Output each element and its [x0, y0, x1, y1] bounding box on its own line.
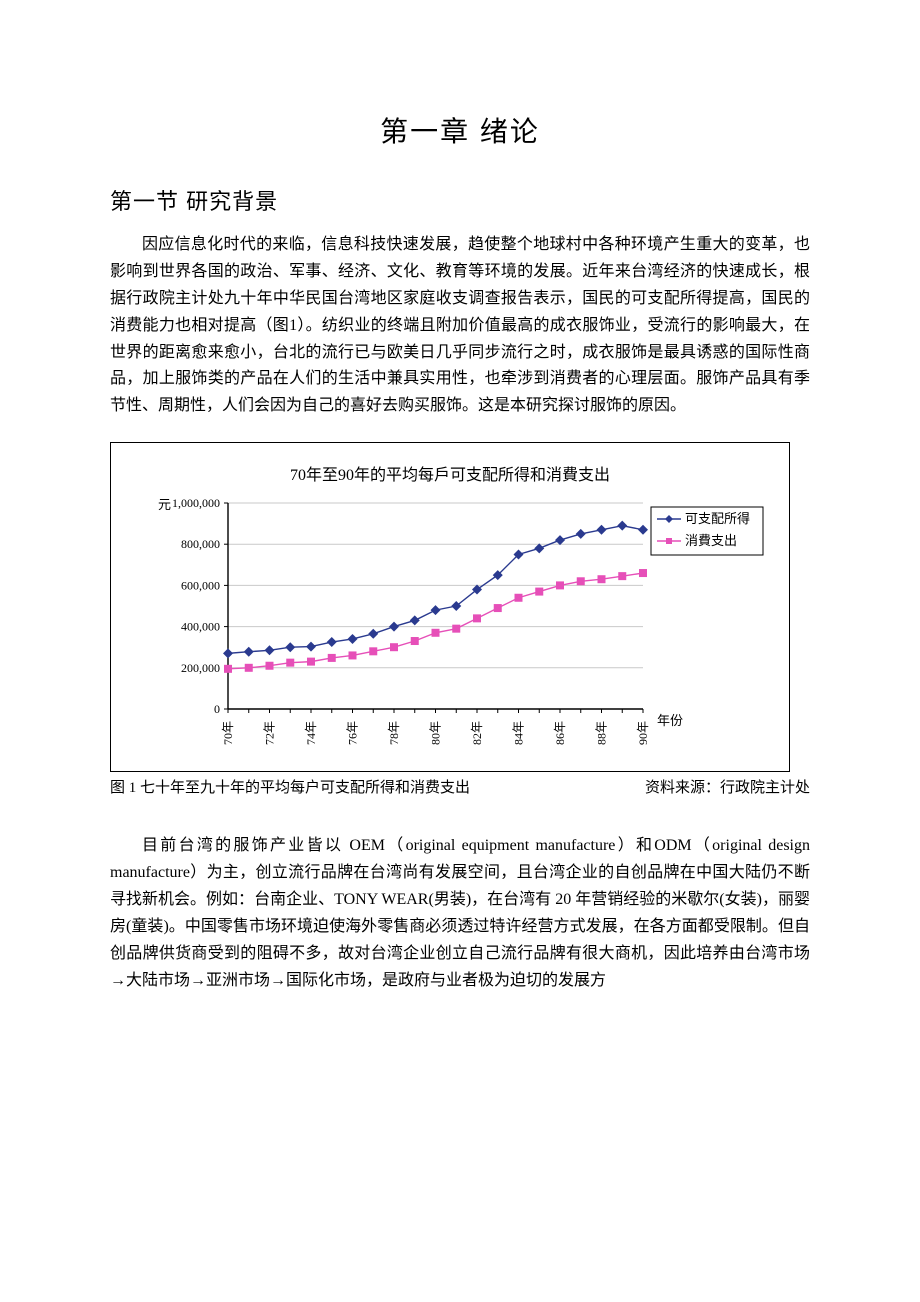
svg-text:72年: 72年	[263, 721, 277, 745]
para2-text: ）为主，创立流行品牌在台湾尚有发展空间，且台湾企业的自创品牌在中国大陆仍不断寻找…	[110, 864, 810, 989]
svg-text:元: 元	[158, 497, 171, 512]
para2-oem: original equipment manufacture	[406, 837, 616, 854]
svg-text:400,000: 400,000	[181, 620, 220, 634]
svg-text:可支配所得: 可支配所得	[685, 511, 750, 526]
document-page: 第一章 绪论 第一节 研究背景 因应信息化时代的来临，信息科技快速发展，趋使整个…	[0, 0, 920, 1302]
svg-text:800,000: 800,000	[181, 537, 220, 551]
svg-text:80年: 80年	[429, 721, 443, 745]
svg-text:消費支出: 消費支出	[685, 533, 737, 548]
svg-text:88年: 88年	[595, 721, 609, 745]
paragraph-1: 因应信息化时代的来临，信息科技快速发展，趋使整个地球村中各种环境产生重大的变革，…	[110, 232, 810, 420]
svg-text:78年: 78年	[387, 721, 401, 745]
svg-text:70年: 70年	[221, 721, 235, 745]
svg-text:600,000: 600,000	[181, 579, 220, 593]
svg-text:86年: 86年	[553, 721, 567, 745]
chart-container: 70年至90年的平均每戶可支配所得和消費支出 0 200,000 400,000 60…	[110, 442, 790, 772]
para2-text: 目前台湾的服饰产业皆以 OEM（	[142, 837, 406, 854]
svg-text:84年: 84年	[512, 721, 526, 745]
svg-text:76年: 76年	[346, 721, 360, 745]
svg-text:0: 0	[214, 702, 220, 716]
svg-text:1,000,000: 1,000,000	[172, 496, 220, 510]
section-title: 第一节 研究背景	[110, 184, 810, 216]
chart-svg: 0 200,000 400,000 600,000 800,000 1,000,000 70…	[123, 491, 773, 761]
figure-caption: 图 1 七十年至九十年的平均每户可支配所得和消费支出	[110, 776, 470, 797]
paragraph-2: 目前台湾的服饰产业皆以 OEM（original equipment manuf…	[110, 833, 810, 994]
figure-source: 资料来源：行政院主计处	[645, 776, 810, 797]
figure-caption-row: 图 1 七十年至九十年的平均每户可支配所得和消费支出 资料来源：行政院主计处	[110, 776, 810, 797]
svg-text:200,000: 200,000	[181, 661, 220, 675]
chapter-title: 第一章 绪论	[110, 110, 810, 150]
chart-title: 70年至90年的平均每戶可支配所得和消費支出	[123, 461, 777, 485]
svg-text:82年: 82年	[470, 721, 484, 745]
svg-text:74年: 74年	[304, 721, 318, 745]
svg-text:年份: 年份	[657, 713, 683, 728]
line-chart: 0 200,000 400,000 600,000 800,000 1,000,000 70…	[123, 491, 773, 771]
svg-text:90年: 90年	[636, 721, 650, 745]
para2-text: ）和ODM（	[615, 837, 712, 854]
